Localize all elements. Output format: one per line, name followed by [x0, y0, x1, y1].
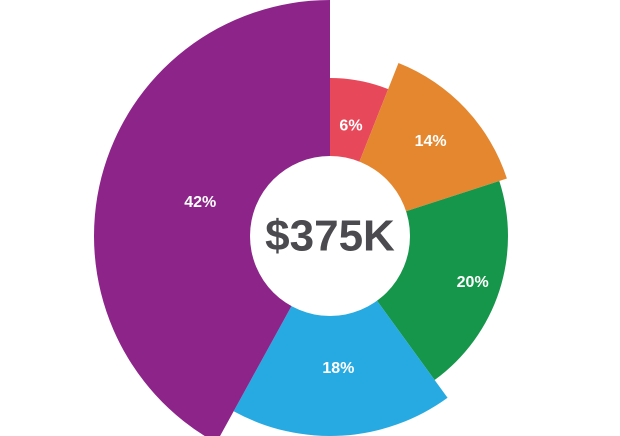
slice-label-6: 6%	[339, 117, 362, 134]
donut-hole	[250, 156, 410, 316]
slice-label-20: 20%	[457, 274, 489, 291]
slice-label-18: 18%	[322, 360, 354, 377]
slice-18	[233, 299, 448, 436]
slice-14	[358, 63, 507, 212]
slice-42	[94, 0, 330, 436]
center-total-label: $375K	[265, 212, 395, 261]
chart-labels: 6% 14% 20% 18% 42%	[184, 117, 488, 377]
slice-label-42: 42%	[184, 194, 216, 211]
slice-label-14: 14%	[415, 133, 447, 150]
slice-6	[330, 78, 389, 164]
